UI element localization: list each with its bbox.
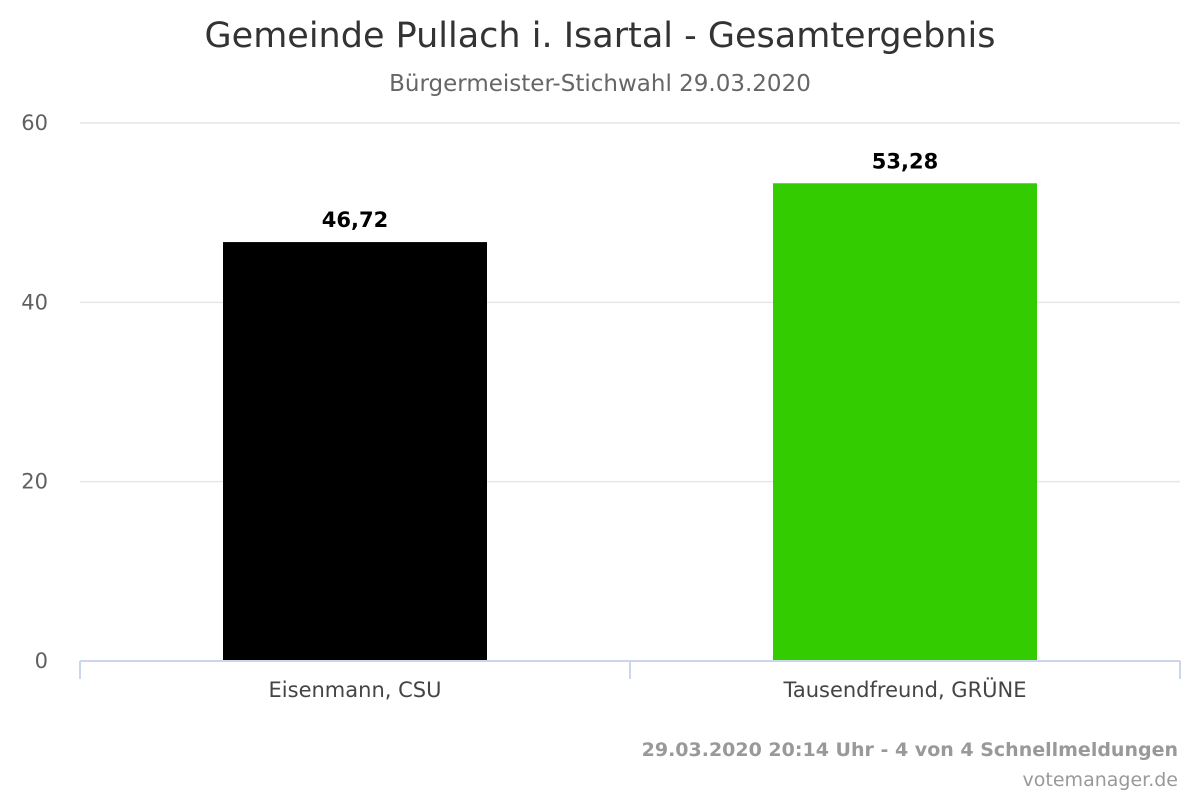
data-label: 46,72 bbox=[322, 208, 388, 232]
y-tick-label: 40 bbox=[21, 290, 48, 314]
data-label: 53,28 bbox=[872, 149, 938, 173]
category-labels: Eisenmann, CSU Tausendfreund, GRÜNE bbox=[269, 677, 1027, 702]
y-tick-label: 20 bbox=[21, 470, 48, 494]
bars bbox=[223, 183, 1037, 662]
category-label: Eisenmann, CSU bbox=[269, 678, 442, 702]
credits-source[interactable]: votemanager.de bbox=[1023, 769, 1178, 791]
x-axis bbox=[79, 660, 1181, 679]
y-tick-label: 60 bbox=[21, 111, 48, 135]
data-labels: 46,72 53,28 bbox=[322, 149, 938, 232]
y-axis-ticks: 0 20 40 60 bbox=[21, 111, 48, 673]
bar[interactable] bbox=[773, 183, 1037, 662]
credits-timestamp: 29.03.2020 20:14 Uhr - 4 von 4 Schnellme… bbox=[642, 739, 1178, 761]
y-tick-label: 0 bbox=[35, 649, 48, 673]
bar[interactable] bbox=[223, 242, 487, 661]
category-label: Tausendfreund, GRÜNE bbox=[782, 677, 1026, 702]
chart-subtitle: Bürgermeister-Stichwahl 29.03.2020 bbox=[389, 71, 811, 97]
chart-title: Gemeinde Pullach i. Isartal - Gesamterge… bbox=[205, 16, 996, 56]
